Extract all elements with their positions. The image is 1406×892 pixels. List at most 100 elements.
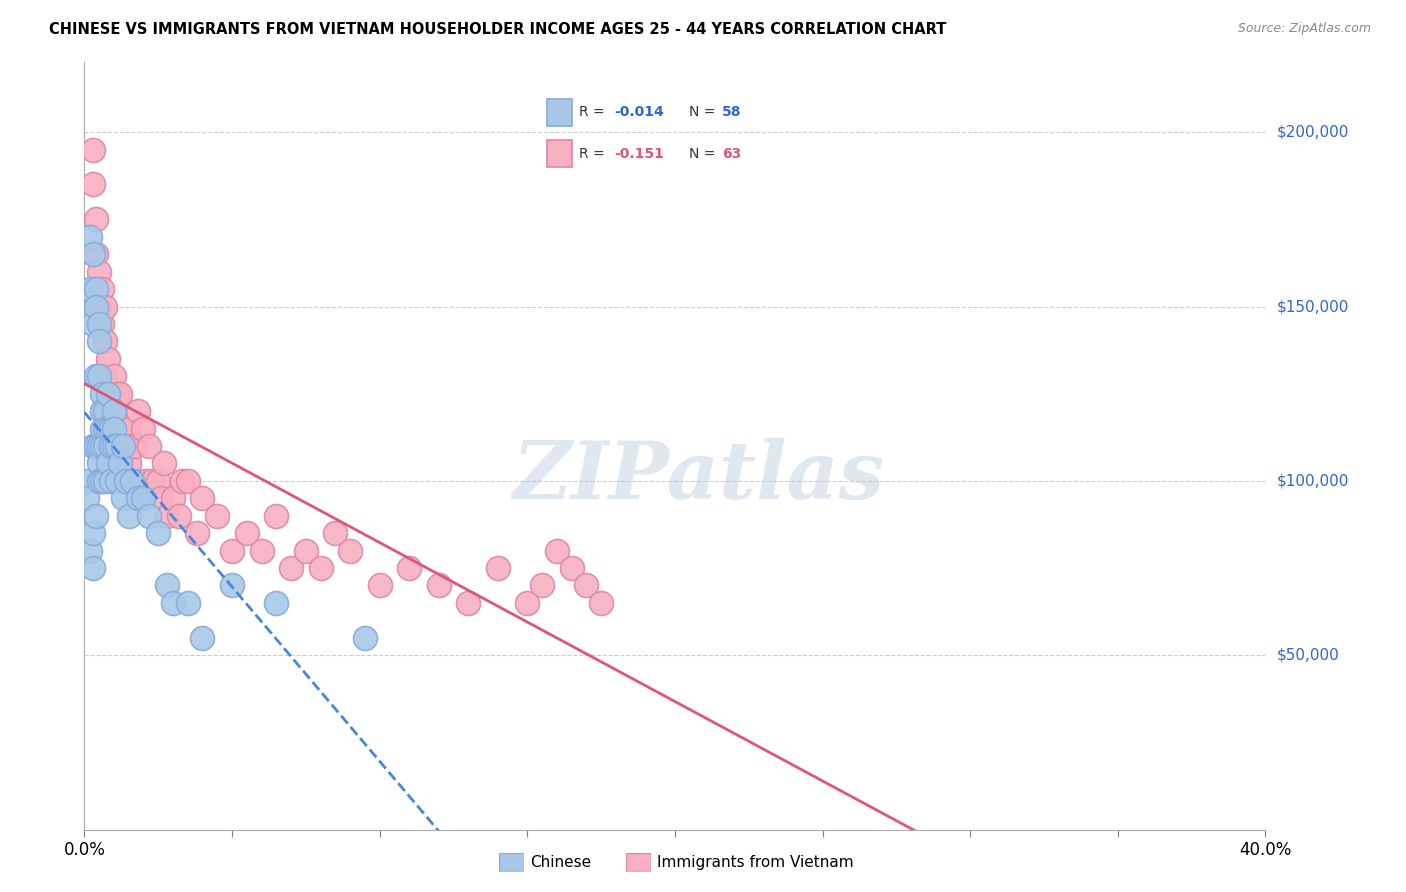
Point — [177, 596, 200, 610]
Point — [457, 596, 479, 610]
Point — [114, 474, 136, 488]
Point — [118, 421, 141, 435]
Point — [121, 474, 143, 488]
Point — [105, 386, 128, 401]
Point — [82, 317, 104, 331]
Point — [531, 578, 554, 592]
Point — [132, 421, 155, 435]
Point — [82, 178, 104, 192]
Text: $50,000: $50,000 — [1277, 648, 1340, 663]
Point — [191, 631, 214, 645]
Point — [94, 300, 117, 314]
Point — [309, 561, 332, 575]
Point — [111, 439, 134, 453]
Point — [150, 491, 173, 506]
Point — [84, 282, 107, 296]
Point — [91, 404, 114, 418]
Point — [103, 404, 125, 418]
Point — [266, 596, 288, 610]
Point — [97, 404, 120, 418]
Point — [135, 474, 157, 488]
Point — [221, 578, 243, 592]
Point — [295, 543, 318, 558]
Text: ZIPatlas: ZIPatlas — [512, 438, 884, 516]
Point — [76, 491, 98, 506]
Point — [118, 508, 141, 523]
Point — [97, 351, 120, 366]
Text: N =: N = — [689, 105, 720, 119]
Point — [138, 439, 160, 453]
Point — [127, 404, 149, 418]
Point — [148, 474, 170, 488]
Point — [162, 491, 184, 506]
Point — [124, 439, 146, 453]
Point — [191, 491, 214, 506]
Point — [108, 386, 131, 401]
Point — [100, 421, 122, 435]
Point — [148, 526, 170, 541]
Point — [591, 596, 613, 610]
Point — [111, 491, 134, 506]
Point — [97, 421, 120, 435]
Point — [127, 491, 149, 506]
Point — [97, 457, 120, 471]
Point — [103, 369, 125, 384]
Text: Chinese: Chinese — [530, 855, 591, 870]
Point — [186, 526, 208, 541]
Text: R =: R = — [579, 146, 614, 161]
Point — [339, 543, 361, 558]
Point — [138, 508, 160, 523]
Point — [167, 508, 190, 523]
Point — [84, 300, 107, 314]
Point — [91, 439, 114, 453]
Point — [87, 300, 111, 314]
Point — [354, 631, 377, 645]
Point — [156, 578, 179, 592]
Point — [82, 561, 104, 575]
Point — [108, 457, 131, 471]
Point — [250, 543, 273, 558]
Point — [87, 439, 111, 453]
Point — [221, 543, 243, 558]
Point — [84, 508, 107, 523]
Text: N =: N = — [689, 146, 720, 161]
Point — [103, 421, 125, 435]
Text: 58: 58 — [723, 105, 741, 119]
Point — [91, 282, 114, 296]
Point — [103, 439, 125, 453]
Point — [87, 265, 111, 279]
Point — [103, 404, 125, 418]
Point — [94, 404, 117, 418]
Point — [280, 561, 302, 575]
Point — [94, 474, 117, 488]
Text: R =: R = — [579, 105, 609, 119]
Text: $150,000: $150,000 — [1277, 299, 1348, 314]
Point — [427, 578, 450, 592]
Text: $100,000: $100,000 — [1277, 474, 1348, 488]
Point — [368, 578, 391, 592]
Point — [87, 334, 111, 349]
Point — [162, 596, 184, 610]
Point — [266, 508, 288, 523]
Point — [91, 317, 114, 331]
Point — [82, 439, 104, 453]
Point — [87, 317, 111, 331]
Point — [105, 474, 128, 488]
Point — [111, 439, 134, 453]
Point — [207, 508, 229, 523]
Text: -0.014: -0.014 — [614, 105, 664, 119]
Point — [236, 526, 259, 541]
Point — [118, 457, 141, 471]
Text: 63: 63 — [723, 146, 741, 161]
Text: CHINESE VS IMMIGRANTS FROM VIETNAM HOUSEHOLDER INCOME AGES 25 - 44 YEARS CORRELA: CHINESE VS IMMIGRANTS FROM VIETNAM HOUSE… — [49, 22, 946, 37]
Text: $200,000: $200,000 — [1277, 125, 1348, 140]
Text: Source: ZipAtlas.com: Source: ZipAtlas.com — [1237, 22, 1371, 36]
Point — [170, 474, 193, 488]
Point — [94, 369, 117, 384]
Text: Immigrants from Vietnam: Immigrants from Vietnam — [657, 855, 853, 870]
Point — [121, 439, 143, 453]
Point — [100, 386, 122, 401]
Point — [87, 474, 111, 488]
Point — [94, 439, 117, 453]
Point — [546, 543, 568, 558]
